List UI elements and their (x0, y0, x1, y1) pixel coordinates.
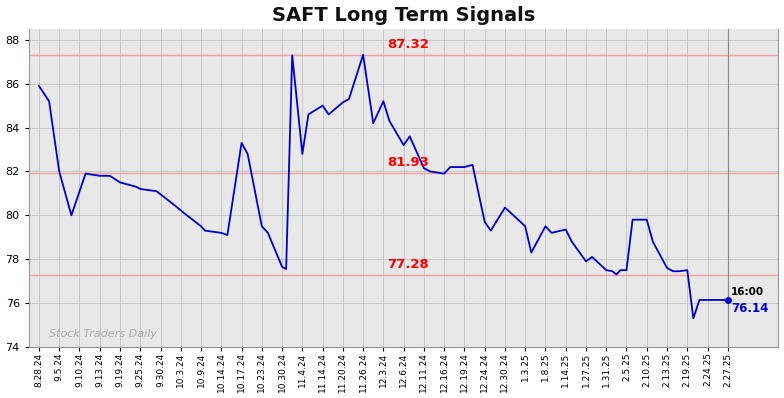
Text: 16:00: 16:00 (731, 287, 764, 297)
Text: Stock Traders Daily: Stock Traders Daily (49, 329, 157, 339)
Text: 87.32: 87.32 (387, 38, 430, 51)
Text: 81.93: 81.93 (387, 156, 430, 169)
Text: 77.28: 77.28 (387, 258, 429, 271)
Title: SAFT Long Term Signals: SAFT Long Term Signals (272, 6, 535, 25)
Text: 76.14: 76.14 (731, 302, 768, 315)
